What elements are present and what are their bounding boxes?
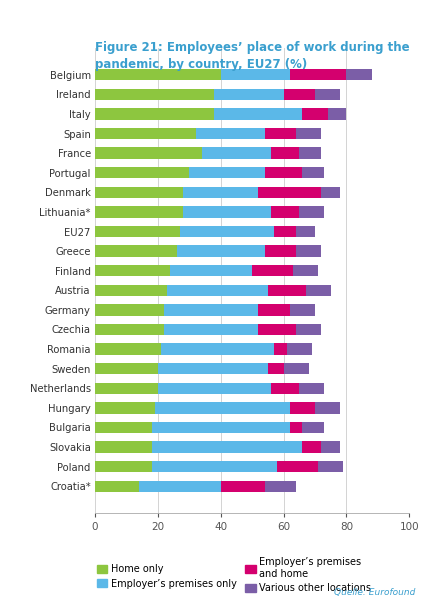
Bar: [271, 383, 299, 394]
Bar: [296, 324, 321, 335]
Bar: [95, 304, 164, 316]
Bar: [95, 206, 183, 218]
Bar: [95, 324, 164, 335]
Bar: [290, 69, 346, 80]
Bar: [258, 324, 296, 335]
Bar: [252, 265, 293, 277]
Bar: [95, 128, 195, 139]
Bar: [271, 206, 299, 218]
Bar: [161, 343, 274, 355]
Bar: [221, 69, 290, 80]
Bar: [189, 167, 265, 178]
Bar: [95, 167, 189, 178]
Bar: [214, 109, 303, 119]
Bar: [95, 481, 139, 492]
Bar: [327, 109, 346, 119]
Bar: [180, 226, 274, 237]
Bar: [284, 363, 309, 374]
Bar: [95, 284, 167, 296]
Bar: [315, 402, 340, 413]
Bar: [95, 245, 177, 257]
Bar: [164, 304, 258, 316]
Legend: Home only, Employer’s premises only, Employer’s premises
and home, Various other: Home only, Employer’s premises only, Emp…: [97, 557, 371, 593]
Bar: [303, 167, 325, 178]
Bar: [177, 245, 265, 257]
Bar: [258, 304, 290, 316]
Bar: [167, 284, 268, 296]
Bar: [284, 89, 315, 100]
Bar: [268, 363, 284, 374]
Bar: [195, 128, 265, 139]
Bar: [183, 187, 258, 198]
Bar: [214, 89, 284, 100]
Bar: [183, 206, 271, 218]
Bar: [95, 89, 214, 100]
Bar: [321, 187, 340, 198]
Bar: [139, 481, 221, 492]
Bar: [265, 481, 296, 492]
Bar: [265, 128, 296, 139]
Bar: [296, 226, 315, 237]
Bar: [95, 148, 202, 159]
Bar: [290, 304, 315, 316]
Bar: [95, 226, 180, 237]
Bar: [265, 245, 296, 257]
Bar: [158, 383, 271, 394]
Bar: [277, 461, 318, 472]
Bar: [299, 148, 321, 159]
Bar: [95, 461, 151, 472]
Bar: [258, 187, 321, 198]
Bar: [95, 343, 161, 355]
Bar: [95, 265, 170, 277]
Bar: [346, 69, 372, 80]
Bar: [268, 284, 306, 296]
Bar: [274, 343, 287, 355]
Bar: [265, 167, 303, 178]
Bar: [95, 402, 155, 413]
Bar: [315, 89, 340, 100]
Bar: [155, 402, 290, 413]
Bar: [303, 109, 327, 119]
Bar: [318, 461, 344, 472]
Bar: [151, 442, 303, 452]
Bar: [287, 343, 312, 355]
Bar: [164, 324, 258, 335]
Bar: [306, 284, 331, 296]
Bar: [299, 206, 325, 218]
Bar: [95, 187, 183, 198]
Bar: [303, 442, 321, 452]
Bar: [296, 128, 321, 139]
Bar: [296, 245, 321, 257]
Bar: [95, 363, 158, 374]
Text: Quelle: Eurofound: Quelle: Eurofound: [334, 588, 416, 597]
Text: Figure 21: Employees’ place of work during the
pandemic, by country, EU27 (%): Figure 21: Employees’ place of work duri…: [95, 41, 410, 71]
Bar: [95, 69, 221, 80]
Bar: [290, 402, 315, 413]
Bar: [299, 383, 325, 394]
Bar: [95, 422, 151, 433]
Bar: [151, 422, 290, 433]
Bar: [202, 148, 271, 159]
Bar: [271, 148, 299, 159]
Bar: [321, 442, 340, 452]
Bar: [95, 109, 214, 119]
Bar: [158, 363, 268, 374]
Bar: [290, 422, 303, 433]
Bar: [95, 442, 151, 452]
Bar: [95, 383, 158, 394]
Bar: [274, 226, 296, 237]
Bar: [170, 265, 252, 277]
Bar: [221, 481, 265, 492]
Bar: [303, 422, 325, 433]
Bar: [293, 265, 318, 277]
Bar: [151, 461, 277, 472]
